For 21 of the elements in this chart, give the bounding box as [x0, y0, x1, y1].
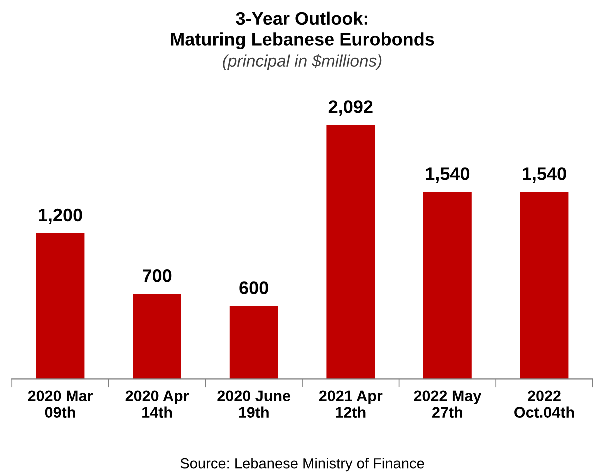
data-label: 1,540 [426, 168, 470, 183]
chart-title: 3-Year Outlook: Maturing Lebanese Eurobonds [171, 12, 434, 50]
x-tick-label: 2020 Apr 14th [126, 390, 190, 418]
bar [36, 234, 85, 380]
chart-subtitle: (principal in $millions) [223, 54, 382, 70]
data-label: 2,092 [328, 100, 373, 116]
data-label: 600 [240, 282, 268, 294]
x-tick-label: 2020 June 19th [218, 390, 291, 418]
bar [424, 192, 472, 380]
x-tick-label: 2022 Oct.04th [514, 390, 574, 418]
x-tick-label: 2022 May 27th [414, 390, 482, 418]
x-tick-label: 2020 Mar 09th [28, 390, 93, 418]
data-label: 700 [143, 270, 172, 282]
source-note: Source: Lebanese Ministry of Finance [180, 458, 424, 472]
bar [326, 125, 376, 380]
bar [520, 192, 569, 380]
bar [230, 306, 278, 380]
data-label: 1,200 [39, 208, 82, 224]
bar [133, 294, 182, 380]
x-tick-label: 2021 Apr 12th [319, 390, 383, 418]
data-label: 1,540 [523, 168, 566, 183]
